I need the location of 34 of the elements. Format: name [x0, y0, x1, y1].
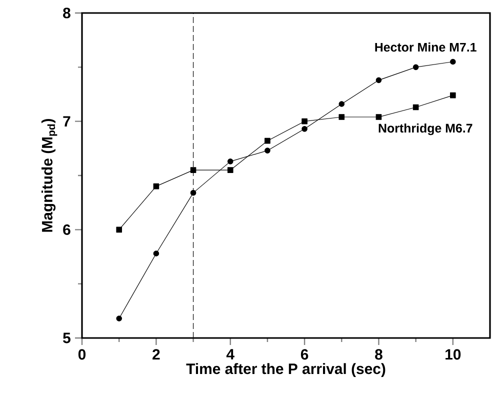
point	[190, 190, 196, 196]
series-label: Hector Mine M7.1	[375, 42, 476, 52]
point	[412, 104, 419, 110]
point	[302, 118, 308, 124]
x-tick-label: 8	[375, 349, 382, 360]
y-tick-label: 5	[63, 332, 70, 344]
x-tick-label: 0	[78, 349, 86, 360]
y-tick-label: 7	[63, 116, 70, 126]
point	[227, 167, 234, 173]
x-tick-label: 4	[226, 349, 234, 360]
x-tick-label: 10	[446, 349, 461, 360]
x-tick-label: 2	[152, 349, 160, 360]
point	[227, 158, 234, 164]
point	[264, 148, 270, 154]
point	[412, 64, 419, 70]
x-axis-title: Time after the P arrival (sec)	[186, 363, 386, 378]
series-label: Northridge M6.7	[378, 123, 472, 136]
y-tick-label: 8	[63, 8, 70, 18]
point	[302, 126, 308, 132]
y-axis-title: Magnitude (M$_{pd}$)	[41, 118, 58, 232]
point	[116, 226, 122, 233]
point	[450, 92, 456, 98]
point	[264, 138, 270, 144]
point	[338, 101, 345, 107]
point	[153, 183, 160, 190]
x-tick-label: 6	[300, 349, 308, 360]
point	[376, 77, 382, 84]
point	[116, 316, 122, 322]
point	[450, 58, 456, 65]
point	[190, 167, 196, 173]
point	[153, 250, 160, 256]
point	[376, 114, 382, 120]
point	[338, 114, 345, 120]
y-tick-label: 6	[63, 224, 70, 235]
